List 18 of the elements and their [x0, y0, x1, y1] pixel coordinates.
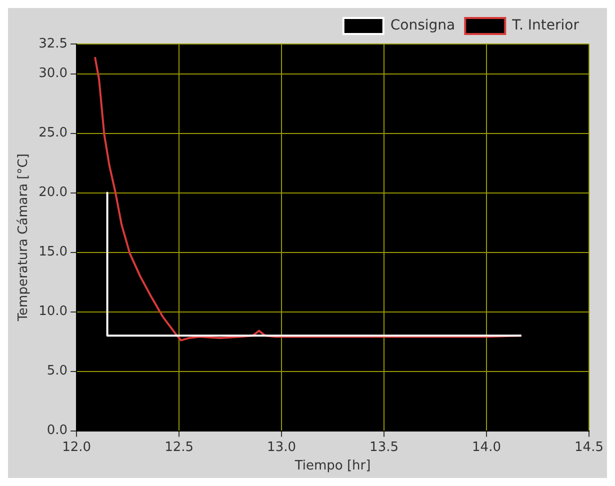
y-tick-label: 30.0	[38, 66, 68, 82]
y-tick-label: 15.0	[38, 244, 68, 260]
y-axis-title: Temperatura Cámara [°C]	[16, 154, 32, 322]
y-tick-label: 20.0	[38, 185, 68, 200]
x-tick-label: 13.5	[370, 440, 398, 455]
x-tick-label: 12.0	[62, 440, 92, 455]
x-tick-label: 12.5	[164, 440, 194, 455]
x-tick-label: 14.5	[574, 440, 604, 455]
x-tick-label: 13.0	[267, 440, 296, 455]
y-tick-label: 32.5	[38, 36, 68, 52]
y-tick-label: 25.0	[38, 126, 68, 141]
legend-label: T. Interior	[511, 18, 580, 34]
y-tick-label: 5.0	[46, 364, 68, 379]
y-tick-label: 0.0	[46, 423, 68, 438]
legend-label: Consigna	[390, 18, 456, 34]
x-tick-label: 14.0	[472, 440, 501, 455]
y-tick-label: 10.0	[38, 304, 68, 320]
x-axis-title: Tiempo [hr]	[294, 458, 371, 474]
